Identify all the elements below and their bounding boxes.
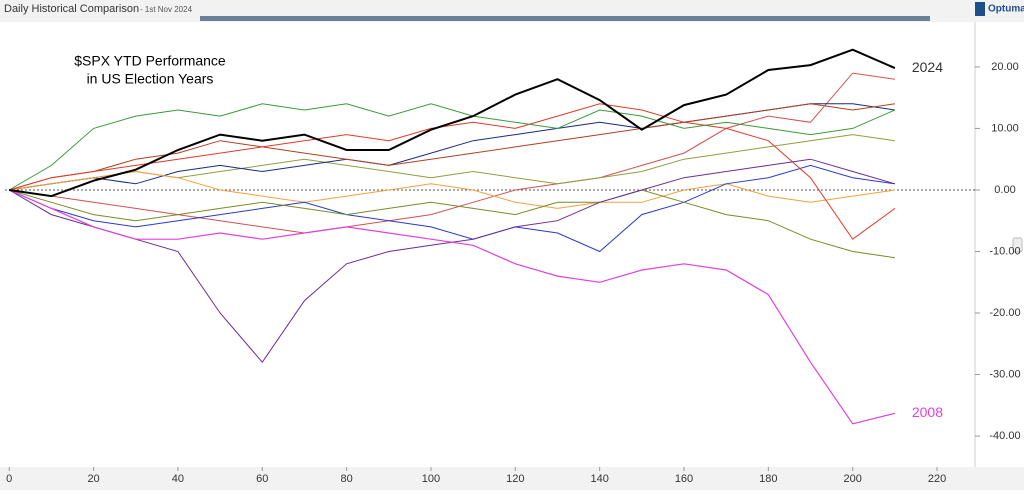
series-line — [9, 103, 895, 191]
x-tick-label: 220 — [928, 473, 946, 485]
logo[interactable]: Optuma — [988, 4, 1024, 15]
series-line — [9, 170, 895, 209]
series-line — [9, 103, 895, 191]
series-line — [9, 103, 896, 240]
x-tick-label: 0 — [6, 473, 12, 485]
logo-icon — [975, 2, 985, 16]
header-title: Daily Historical Comparison — [4, 3, 139, 15]
header-strip — [200, 16, 930, 21]
y-tick-label: -10.00 — [989, 245, 1020, 257]
y-tick-label: -30.00 — [989, 368, 1020, 380]
y-tick-label: 0.00 — [994, 184, 1015, 196]
y-tick-label: -20.00 — [989, 307, 1020, 319]
annotation: in US Election Years — [87, 71, 214, 87]
series-label: 2024 — [912, 59, 943, 75]
x-tick-label: 40 — [172, 473, 184, 485]
x-tick-label: 180 — [759, 473, 777, 485]
y-tick-label: -40.00 — [989, 430, 1020, 442]
series-line — [9, 189, 895, 259]
series-line — [9, 72, 895, 234]
x-tick-label: 80 — [340, 473, 352, 485]
x-tick-label: 200 — [844, 473, 862, 485]
x-tick-label: 140 — [590, 473, 608, 485]
x-axis-band — [0, 467, 1024, 490]
x-tick-label: 120 — [506, 473, 524, 485]
header-date: - 1st Nov 2024 — [140, 5, 193, 14]
y-tick-label: 20.00 — [991, 61, 1019, 73]
y-tick-label: 10.00 — [991, 122, 1019, 134]
series-line — [9, 164, 895, 253]
series-line — [9, 48, 896, 198]
x-tick-label: 100 — [422, 473, 440, 485]
side-handle[interactable] — [1012, 237, 1023, 253]
x-tick-label: 160 — [675, 473, 693, 485]
x-tick-label: 20 — [87, 473, 99, 485]
annotation: $SPX YTD Performance — [74, 53, 226, 69]
series-line — [8, 189, 896, 425]
series-label: 2008 — [912, 404, 943, 420]
x-tick-label: 60 — [256, 473, 268, 485]
series-line — [8, 103, 896, 191]
